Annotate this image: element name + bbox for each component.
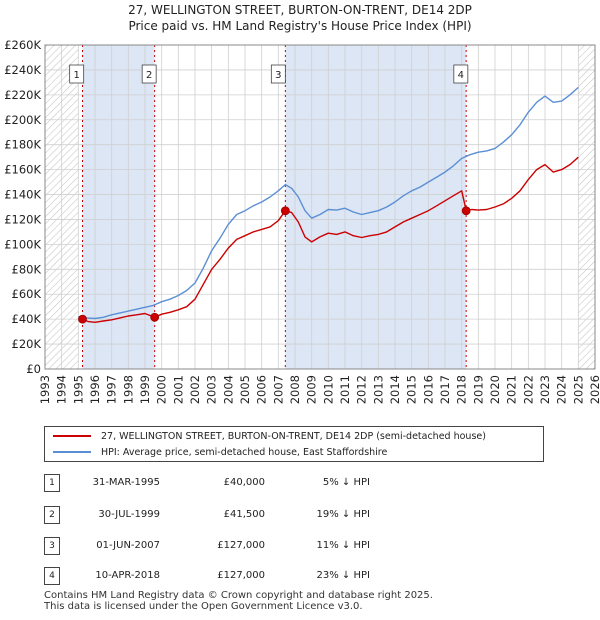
x-tick-label: 2018 [455, 375, 469, 404]
chart-title-line1: 27, WELLINGTON STREET, BURTON-ON-TRENT, … [128, 3, 472, 17]
transaction-point [280, 206, 290, 216]
shaded-ownership-period [285, 45, 467, 369]
transaction-label-box [453, 64, 469, 84]
x-tick-label: 1998 [121, 375, 135, 404]
price-chart: £0 £20K £40K £60K £80K £100K £120K £140K £160K £1… [4, 38, 600, 404]
transaction-price: £41,500 [223, 509, 265, 520]
transaction-hpi-diff: 19% ↓ HPI [316, 509, 370, 520]
transaction-row: 1 31-MAR-1995 £40,000 5% ↓ HPI [0, 474, 600, 494]
x-tick-label: 2010 [321, 375, 335, 404]
x-tick-label: 1999 [138, 375, 152, 404]
x-tick-label: 1993 [38, 375, 52, 404]
y-tick-label: £200K [4, 113, 41, 127]
y-tick-label: £60K [12, 287, 42, 301]
y-tick-label: £100K [4, 237, 41, 251]
transaction-number: 3 [44, 537, 60, 555]
y-tick-label: £180K [4, 138, 41, 152]
x-tick-label: 2013 [371, 375, 385, 404]
x-tick-label: 2006 [255, 375, 269, 404]
legend-label-hpi: HPI: Average price, semi-detached house,… [101, 446, 388, 458]
x-tick-label: 2012 [355, 375, 369, 404]
x-tick-label: 2002 [188, 375, 202, 404]
transaction-point [461, 206, 471, 216]
transaction-hpi-diff: 5% ↓ HPI [322, 477, 370, 488]
x-tick-label: 1997 [105, 375, 119, 404]
x-tick-label: 2003 [205, 375, 219, 404]
transaction-hpi-diff: 23% ↓ HPI [316, 570, 370, 581]
y-tick-label: £80K [12, 262, 42, 276]
transaction-date: 10-APR-2018 [95, 570, 160, 581]
transaction-label-box [69, 64, 85, 84]
x-tick-label: 1995 [71, 375, 85, 404]
transaction-date: 31-MAR-1995 [92, 477, 160, 488]
shaded-ownership-period [82, 45, 155, 369]
x-tick-label: 2019 [471, 375, 485, 404]
y-tick-label: £40K [12, 312, 42, 326]
x-tick-label: 2009 [305, 375, 319, 404]
transaction-number: 4 [44, 567, 60, 585]
legend-swatch-hpi [53, 451, 91, 453]
legend: 27, WELLINGTON STREET, BURTON-ON-TRENT, … [44, 426, 544, 462]
x-tick-label: 2005 [238, 375, 252, 404]
transaction-date: 01-JUN-2007 [96, 540, 160, 551]
transaction-row: 4 10-APR-2018 £127,000 23% ↓ HPI [0, 567, 600, 587]
footer: Contains HM Land Registry data © Crown c… [44, 590, 433, 612]
transaction-label: 4 [458, 70, 464, 81]
transaction-row: 2 30-JUL-1999 £41,500 19% ↓ HPI [0, 506, 600, 526]
x-tick-label: 2024 [555, 375, 569, 404]
transaction-price: £40,000 [223, 477, 265, 488]
x-tick-label: 2016 [421, 375, 435, 404]
transaction-date: 30-JUL-1999 [98, 509, 160, 520]
legend-item-hpi: HPI: Average price, semi-detached house,… [53, 445, 387, 459]
legend-swatch-price [53, 435, 91, 437]
chart-title-line2: Price paid vs. HM Land Registry's House … [128, 19, 472, 33]
x-tick-label: 2001 [171, 375, 185, 404]
y-tick-label: £220K [4, 88, 41, 102]
x-tick-label: 1994 [55, 375, 69, 404]
x-tick-label: 2014 [388, 375, 402, 404]
x-tick-label: 2008 [288, 375, 302, 404]
x-tick-label: 2004 [221, 375, 235, 404]
transaction-point [78, 314, 87, 324]
transaction-row: 3 01-JUN-2007 £127,000 11% ↓ HPI [0, 537, 600, 557]
x-tick-label: 2025 [571, 375, 585, 404]
x-tick-label: 2026 [588, 375, 600, 404]
y-tick-label: £20K [12, 337, 42, 351]
hpi-line [78, 86, 579, 320]
transaction-label: 1 [73, 70, 79, 81]
x-tick-label: 2007 [271, 375, 285, 404]
y-tick-label: £140K [4, 188, 41, 202]
x-tick-label: 2020 [488, 375, 502, 404]
transaction-hpi-diff: 11% ↓ HPI [316, 540, 370, 551]
y-tick-label: £0 [26, 362, 41, 376]
x-tick-label: 2021 [505, 375, 519, 404]
plot-frame [44, 44, 596, 370]
x-tick-label: 2015 [405, 375, 419, 404]
transaction-price: £127,000 [217, 570, 265, 581]
x-tick-label: 2023 [538, 375, 552, 404]
x-tick-label: 2022 [521, 375, 535, 404]
transaction-label-box [270, 64, 286, 84]
price-paid-line [82, 156, 579, 323]
transaction-label: 3 [275, 70, 281, 81]
transaction-number: 2 [44, 506, 60, 524]
footer-licence: This data is licensed under the Open Gov… [44, 601, 363, 612]
footer-copyright: Contains HM Land Registry data © Crown c… [44, 590, 433, 601]
hatched-region [578, 45, 595, 369]
transaction-price: £127,000 [217, 540, 265, 551]
legend-item-price: 27, WELLINGTON STREET, BURTON-ON-TRENT, … [53, 429, 486, 443]
transaction-number: 1 [44, 474, 60, 492]
x-tick-label: 1996 [88, 375, 102, 404]
y-tick-label: £120K [4, 212, 41, 226]
transaction-point [150, 312, 160, 322]
y-tick-label: £260K [4, 38, 41, 52]
x-tick-label: 2017 [438, 375, 452, 404]
y-tick-label: £160K [4, 163, 41, 177]
transaction-label-box [141, 64, 157, 84]
transaction-label: 2 [146, 70, 152, 81]
x-tick-label: 2000 [155, 375, 169, 404]
legend-label-price: 27, WELLINGTON STREET, BURTON-ON-TRENT, … [101, 430, 486, 442]
y-tick-label: £240K [4, 63, 41, 77]
x-tick-label: 2011 [338, 375, 352, 404]
